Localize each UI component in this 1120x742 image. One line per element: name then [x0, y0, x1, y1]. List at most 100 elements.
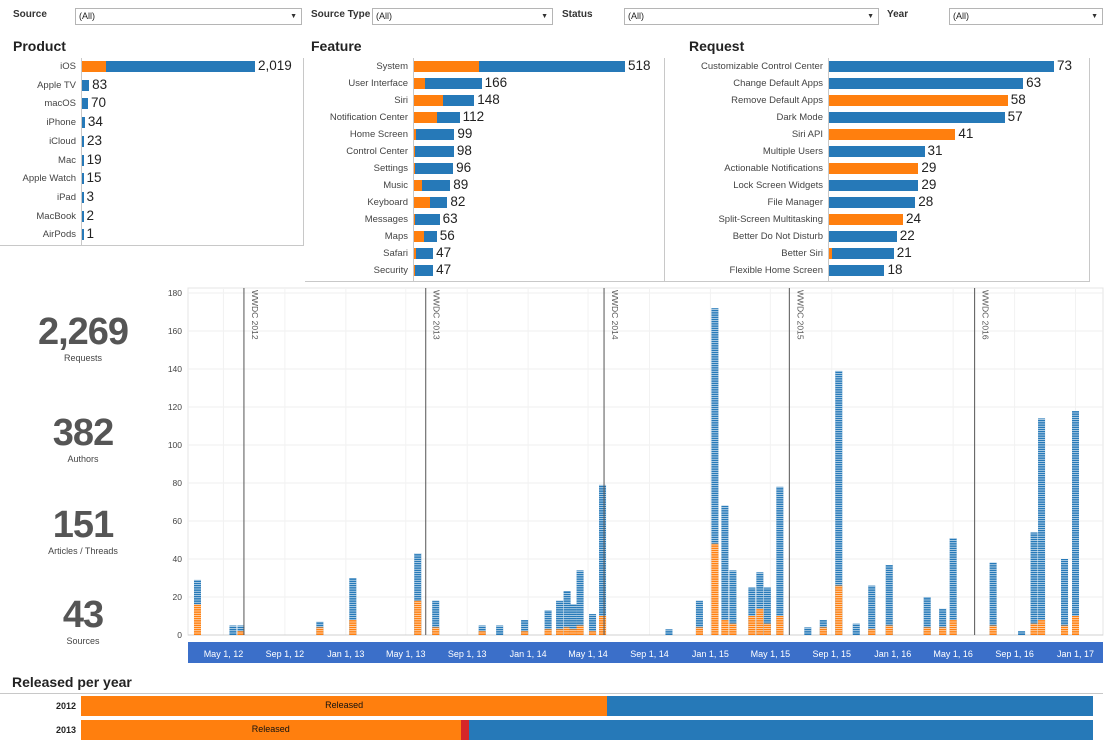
- request-row[interactable]: Flexible Home Screen 18: [665, 262, 1090, 279]
- kpi-sources-label: Sources: [66, 636, 100, 646]
- feature-bar[interactable]: [414, 163, 454, 174]
- request-bar[interactable]: [829, 78, 1024, 89]
- request-bar[interactable]: [829, 95, 1008, 106]
- feature-row[interactable]: Settings 96: [305, 160, 665, 177]
- timeline-y-tick: 160: [168, 326, 182, 336]
- rpy-released-segment[interactable]: Released: [81, 696, 608, 716]
- product-row[interactable]: iPhone 34: [0, 114, 304, 131]
- feature-bar[interactable]: [414, 78, 482, 89]
- feature-row-value: 56: [439, 228, 455, 243]
- request-row[interactable]: Dark Mode 57: [665, 109, 1090, 126]
- feature-row[interactable]: Home Screen 99: [305, 126, 665, 143]
- request-bar[interactable]: [829, 214, 903, 225]
- product-bar[interactable]: [82, 154, 84, 166]
- timeline-bar: [589, 614, 597, 635]
- rpy-top-border: [0, 693, 1103, 694]
- feature-row[interactable]: User Interface 166: [305, 75, 665, 92]
- request-bar[interactable]: [829, 61, 1054, 72]
- request-row[interactable]: Better Do Not Disturb 22: [665, 228, 1090, 245]
- product-bar[interactable]: [82, 210, 84, 222]
- feature-bar[interactable]: [414, 129, 455, 140]
- feature-bar-released-segment: [414, 129, 417, 140]
- feature-bar-released-segment: [414, 146, 415, 157]
- request-row[interactable]: Siri API 41: [665, 126, 1090, 143]
- request-row[interactable]: Remove Default Apps 58: [665, 92, 1090, 109]
- request-bar[interactable]: [829, 231, 897, 242]
- rpy-unreleased-segment[interactable]: [607, 696, 1093, 716]
- feature-row[interactable]: Siri 148: [305, 92, 665, 109]
- status-dropdown[interactable]: (All) ▼: [624, 8, 879, 25]
- product-row[interactable]: iCloud 23: [0, 133, 304, 150]
- feature-row[interactable]: Safari 47: [305, 245, 665, 262]
- request-bar[interactable]: [829, 248, 894, 259]
- product-bar[interactable]: [82, 229, 84, 241]
- request-bar[interactable]: [829, 197, 916, 208]
- product-row[interactable]: Apple Watch 15: [0, 170, 304, 187]
- feature-bar[interactable]: [414, 61, 625, 72]
- feature-row[interactable]: Keyboard 82: [305, 194, 665, 211]
- timeline-y-tick: 120: [168, 402, 182, 412]
- product-bar[interactable]: [82, 135, 84, 147]
- feature-bar[interactable]: [414, 146, 454, 157]
- request-row[interactable]: Customizable Control Center 73: [665, 58, 1090, 75]
- request-row[interactable]: Better Siri 21: [665, 245, 1090, 262]
- feature-bar[interactable]: [414, 214, 440, 225]
- product-row[interactable]: AirPods 1: [0, 226, 304, 243]
- product-row[interactable]: Apple TV 83: [0, 77, 304, 94]
- request-row[interactable]: Lock Screen Widgets 29: [665, 177, 1090, 194]
- product-row[interactable]: macOS 70: [0, 95, 304, 112]
- request-bar[interactable]: [829, 146, 925, 157]
- product-bar[interactable]: [82, 173, 84, 185]
- product-row[interactable]: iPad 3: [0, 189, 304, 206]
- product-bar[interactable]: [82, 191, 84, 203]
- request-row-label: Better Siri: [781, 248, 823, 259]
- request-bar[interactable]: [829, 112, 1005, 123]
- feature-row-label: Home Screen: [349, 129, 408, 140]
- product-bar[interactable]: [82, 117, 85, 129]
- rpy-other-segment[interactable]: [460, 720, 469, 740]
- rpy-row[interactable]: 2012 Released: [0, 696, 1103, 718]
- feature-bar[interactable]: [414, 265, 434, 276]
- request-row-value: 18: [887, 262, 903, 277]
- timeline-y-tick: 0: [177, 630, 182, 640]
- feature-bar[interactable]: [414, 231, 437, 242]
- feature-row[interactable]: Maps 56: [305, 228, 665, 245]
- request-row-value: 29: [921, 177, 937, 192]
- feature-row[interactable]: Notification Center 112: [305, 109, 665, 126]
- feature-row[interactable]: Control Center 98: [305, 143, 665, 160]
- product-bar[interactable]: [82, 79, 90, 91]
- feature-row[interactable]: Messages 63: [305, 211, 665, 228]
- source-type-dropdown[interactable]: (All) ▼: [372, 8, 553, 25]
- request-bar[interactable]: [829, 129, 956, 140]
- feature-row[interactable]: Music 89: [305, 177, 665, 194]
- request-bar[interactable]: [829, 180, 919, 191]
- request-bar[interactable]: [829, 163, 919, 174]
- feature-bar[interactable]: [414, 95, 475, 106]
- feature-bar[interactable]: [414, 180, 451, 191]
- rpy-row[interactable]: 2013 Released: [0, 720, 1103, 742]
- product-row[interactable]: Mac 19: [0, 152, 304, 169]
- request-row[interactable]: File Manager 28: [665, 194, 1090, 211]
- product-bar[interactable]: [82, 98, 88, 110]
- request-row[interactable]: Split-Screen Multitasking 24: [665, 211, 1090, 228]
- product-row[interactable]: MacBook 2: [0, 208, 304, 225]
- feature-row[interactable]: Security 47: [305, 262, 665, 279]
- request-row[interactable]: Change Default Apps 63: [665, 75, 1090, 92]
- request-bar[interactable]: [829, 265, 885, 276]
- rpy-released-segment[interactable]: Released: [81, 720, 461, 740]
- request-row[interactable]: Multiple Users 31: [665, 143, 1090, 160]
- feature-axis-line: [413, 58, 414, 282]
- product-bar[interactable]: [82, 61, 255, 72]
- source-dropdown[interactable]: (All) ▼: [75, 8, 302, 25]
- chevron-down-icon: ▼: [290, 13, 297, 20]
- product-row[interactable]: iOS 2,019: [0, 58, 304, 75]
- feature-row-label: Messages: [364, 214, 408, 225]
- feature-bar[interactable]: [414, 197, 448, 208]
- feature-bar[interactable]: [414, 248, 434, 259]
- feature-row[interactable]: System 518: [305, 58, 665, 75]
- rpy-unreleased-segment[interactable]: [468, 720, 1093, 740]
- feature-bar[interactable]: [414, 112, 460, 123]
- kpi-authors: 382 Authors: [0, 413, 166, 464]
- request-row[interactable]: Actionable Notifications 29: [665, 160, 1090, 177]
- year-dropdown[interactable]: (All) ▼: [949, 8, 1103, 25]
